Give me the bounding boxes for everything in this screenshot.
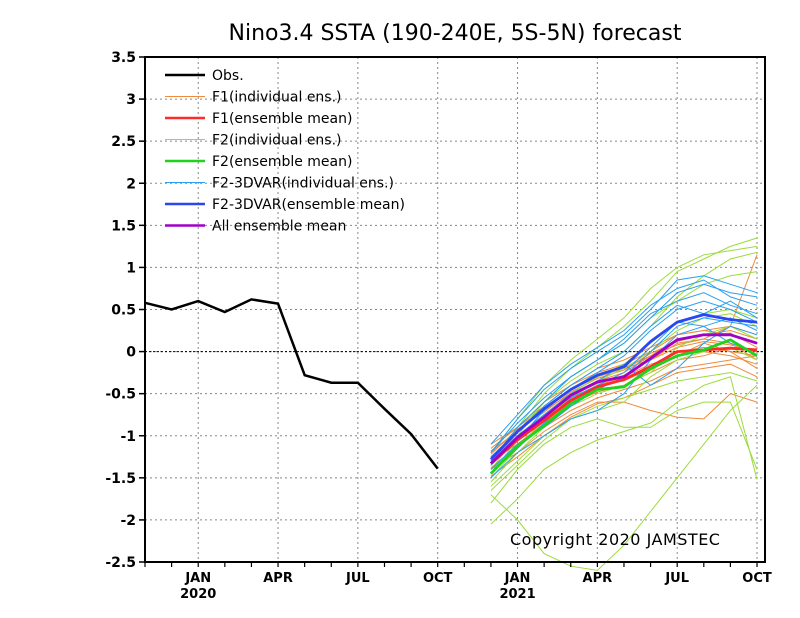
legend-label: F2-3DVAR(individual ens.) [212, 176, 394, 192]
y-tick-label: 0.5 [111, 303, 136, 319]
y-tick-label: 1 [126, 260, 136, 276]
legend-label: F1(ensemble mean) [212, 111, 352, 127]
f2-member-line [490, 245, 758, 453]
y-tick-label: -2.5 [105, 555, 136, 571]
legend: Obs. F1(individual ens.) F1(ensemble mean)… [165, 68, 405, 235]
chart-title: Nino3.4 SSTA (190-240E, 5S-5N) forecast [229, 21, 682, 46]
f2-3dvar-member-line [490, 283, 758, 462]
x-tick-label: JAN [504, 571, 531, 586]
y-tick-label: -1.5 [105, 471, 136, 487]
f2-3dvar-member-line [490, 292, 758, 453]
legend-label: F1(individual ens.) [212, 90, 342, 106]
y-tick-label: 0 [126, 345, 136, 361]
x-tick-label: OCT [742, 571, 772, 586]
ensemble-mean-series [489, 313, 758, 475]
ensemble-mean-line [489, 313, 758, 461]
legend-label: Obs. [212, 68, 244, 84]
f2-member-line [490, 372, 758, 491]
f2-3dvar-member-line [490, 325, 758, 479]
y-tick-label: -0.5 [105, 387, 136, 403]
copyright-text: Copyright 2020 JAMSTEC [510, 530, 720, 549]
f2-3dvar-member-line [490, 300, 758, 466]
ensemble-mean-line [489, 333, 758, 465]
ensemble-mean-line [489, 338, 758, 475]
legend-label: All ensemble mean [212, 219, 346, 235]
y-tick-label: 2.5 [111, 134, 136, 150]
legend-label: F2-3DVAR(ensemble mean) [212, 197, 405, 213]
f2-member-line [490, 376, 758, 525]
f2-3dvar-member-line [490, 275, 758, 453]
x-tick-label: JUL [664, 571, 689, 586]
x-tick-label: APR [263, 571, 293, 586]
f2-member-line [490, 401, 758, 504]
legend-label: F2(ensemble mean) [212, 154, 352, 170]
y-tick-label: -1 [120, 429, 136, 445]
y-tick-label: 1.5 [111, 218, 136, 234]
y-tick-label: 2 [126, 176, 136, 192]
y-axis: -2.5 -2 -1.5 -1 -0.5 0 0.5 1 1.5 2 2.5 3 3.5 [105, 50, 145, 571]
legend-label: F2(individual ens.) [212, 133, 342, 149]
f2-member-line [490, 237, 758, 462]
f2-member-line [490, 384, 758, 571]
plot-area [144, 56, 766, 571]
y-tick-label: 3 [126, 92, 136, 108]
x-tick-label: JAN [184, 571, 211, 586]
ensemble-mean-line [489, 346, 758, 465]
x-tick-year-label: 2021 [499, 587, 535, 602]
f2-3dvar-member-line [490, 279, 758, 445]
y-tick-label: -2 [120, 513, 136, 529]
x-tick-label: OCT [423, 571, 453, 586]
x-tick-label: JUL [345, 571, 370, 586]
y-tick-label: 3.5 [111, 50, 136, 66]
f2-3dvar-member-line [490, 325, 758, 462]
x-tick-year-label: 2020 [180, 587, 216, 602]
x-tick-label: APR [583, 571, 613, 586]
obs-series-line [144, 298, 439, 470]
